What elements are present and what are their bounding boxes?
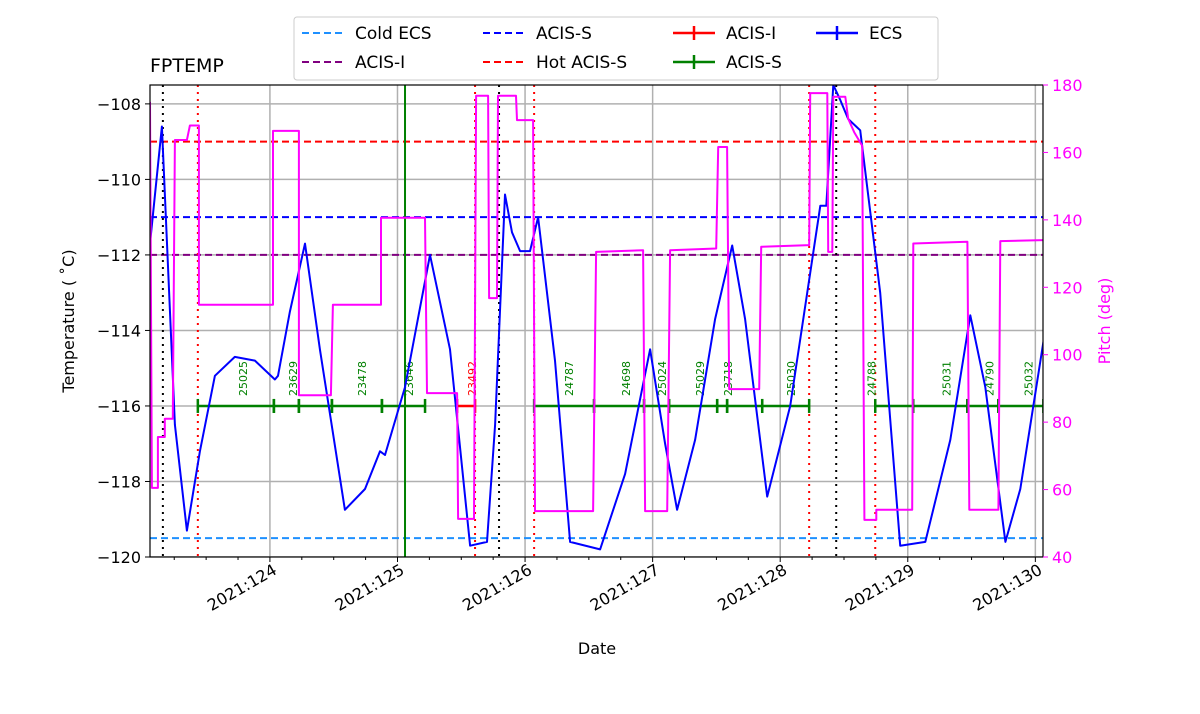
legend-box	[293, 16, 939, 81]
y-tick-label: −114	[97, 321, 141, 340]
y2-tick-label: 140	[1052, 211, 1083, 230]
x-tick-label: 2021:127	[587, 560, 663, 615]
legend-label: Hot ACIS-S	[536, 53, 627, 73]
y-axis-label: Temperature ( ˚C)	[59, 249, 78, 393]
y-tick-label: −116	[97, 397, 141, 416]
y-tick-label: −108	[97, 95, 141, 114]
legend: Cold ECS ACIS-I ACIS-S Hot ACIS-S ACIS-I ACIS…	[293, 16, 939, 81]
obsid-label: 25032	[1022, 361, 1035, 396]
y2-tick-label: 160	[1052, 143, 1083, 162]
obsid-label: 23478	[356, 361, 369, 396]
plot-area: 25025 23629 23478 23646 23492 24787 24698 25024…	[150, 85, 1043, 557]
obsid-label: 25024	[656, 361, 669, 396]
x-tick-label: 2021:128	[714, 560, 790, 615]
y-tick-label: −120	[97, 548, 141, 567]
obsid-label: 24788	[865, 361, 878, 396]
x-tick-label: 2021:125	[332, 560, 408, 615]
x-tick-label: 2021:129	[842, 560, 918, 615]
obsid-label: 23646	[403, 361, 416, 396]
legend-label: ACIS-S	[536, 24, 592, 44]
y2-tick-label: 180	[1052, 76, 1083, 95]
y2-tick-label: 120	[1052, 278, 1083, 297]
y-tick-label: −110	[97, 170, 141, 189]
legend-label: ACIS-I	[355, 53, 405, 73]
y-tick-label: −118	[97, 472, 141, 491]
x-axis-label: Date	[578, 639, 616, 658]
obsid-label: 25025	[237, 361, 250, 396]
chart-title: FPTEMP	[150, 55, 224, 77]
legend-label: ACIS-I	[726, 24, 776, 44]
legend-label: ACIS-S	[726, 53, 782, 73]
x-tick-label: 2021:130	[969, 560, 1045, 615]
y2-tick-label: 40	[1052, 548, 1072, 567]
y2-tick-label: 100	[1052, 346, 1083, 365]
y2-tick-label: 60	[1052, 481, 1072, 500]
obsid-label: 23492	[466, 361, 479, 396]
plot-frame	[149, 84, 1044, 558]
obsid-label: 24698	[620, 361, 633, 396]
y-tick-label: −112	[97, 246, 141, 265]
pitch-line	[150, 92, 1043, 521]
y2-tick-label: 80	[1052, 413, 1072, 432]
legend-label: Cold ECS	[355, 24, 432, 44]
obsid-label: 24787	[563, 361, 576, 396]
temperature-line	[150, 85, 1043, 551]
y2-axis-label: Pitch (deg)	[1095, 278, 1114, 365]
x-tick-label: 2021:124	[204, 560, 280, 615]
obsid-label: 24790	[983, 361, 996, 396]
obsid-label: 25031	[940, 361, 953, 396]
obsid-label: 23629	[287, 361, 300, 396]
x-tick-label: 2021:126	[459, 560, 535, 615]
legend-label: ECS	[869, 24, 902, 44]
